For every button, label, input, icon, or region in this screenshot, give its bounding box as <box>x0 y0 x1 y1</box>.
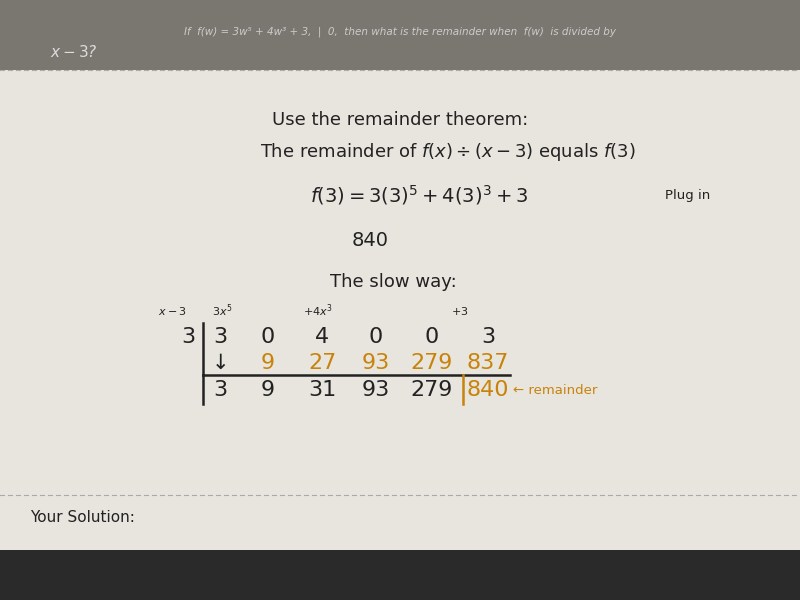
Text: $f(3) = 3(3)^5 + 4(3)^3 + 3$: $f(3) = 3(3)^5 + 4(3)^3 + 3$ <box>310 183 528 207</box>
Text: Your Solution:: Your Solution: <box>30 511 135 526</box>
Text: Use the remainder theorem:: Use the remainder theorem: <box>272 111 528 129</box>
Bar <box>0 550 800 600</box>
Text: 837: 837 <box>467 353 509 373</box>
Text: 0: 0 <box>369 327 383 347</box>
Text: 9: 9 <box>261 380 275 400</box>
Text: The slow way:: The slow way: <box>330 273 457 291</box>
Text: $x - 3$?: $x - 3$? <box>50 44 98 60</box>
Text: 3: 3 <box>213 380 227 400</box>
Text: $+4x^3$: $+4x^3$ <box>303 302 333 319</box>
Text: 3: 3 <box>481 327 495 347</box>
Text: $3x^5$: $3x^5$ <box>212 302 232 319</box>
Text: 279: 279 <box>411 353 453 373</box>
Text: 27: 27 <box>308 353 336 373</box>
Bar <box>0 60 800 550</box>
Text: Plug in: Plug in <box>665 188 710 202</box>
Text: $x-3$: $x-3$ <box>158 305 186 317</box>
Text: 0: 0 <box>425 327 439 347</box>
Text: 31: 31 <box>308 380 336 400</box>
Text: If  f(w) = 3w⁵ + 4w³ + 3,  |  0,  then what is the remainder when  f(w)  is divi: If f(w) = 3w⁵ + 4w³ + 3, | 0, then what … <box>184 27 616 37</box>
Text: 279: 279 <box>411 380 453 400</box>
Bar <box>0 0 800 70</box>
Text: 3: 3 <box>213 327 227 347</box>
Text: The remainder of $f(x) \div (x - 3)$ equals $f(3)$: The remainder of $f(x) \div (x - 3)$ equ… <box>260 141 636 163</box>
Text: 93: 93 <box>362 380 390 400</box>
Text: 93: 93 <box>362 353 390 373</box>
Text: 9: 9 <box>261 353 275 373</box>
Text: ← remainder: ← remainder <box>513 383 598 397</box>
Text: 840: 840 <box>466 380 510 400</box>
Text: 840: 840 <box>351 230 389 250</box>
Text: 4: 4 <box>315 327 329 347</box>
Text: ↓: ↓ <box>211 353 229 373</box>
Text: 0: 0 <box>261 327 275 347</box>
Text: $+3$: $+3$ <box>451 305 469 317</box>
Text: 3: 3 <box>181 327 195 347</box>
